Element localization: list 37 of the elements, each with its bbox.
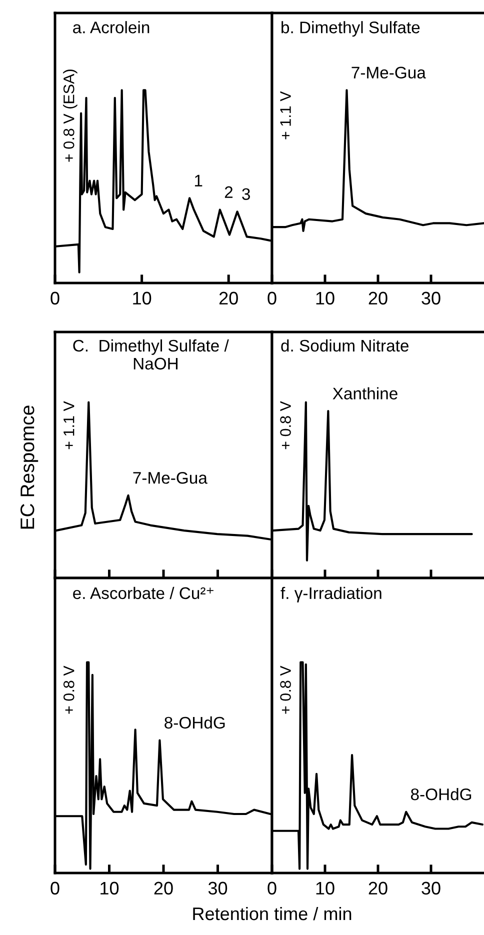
x-tick-label: 20 <box>368 882 388 895</box>
x-tick-label: 0 <box>268 882 276 895</box>
chart-title: a. Acrolein <box>73 21 150 34</box>
annotation: Xanthine <box>332 387 398 400</box>
x-tick-label: 0 <box>268 292 276 305</box>
annotation: + 1.1 V <box>280 91 291 140</box>
x-tick-label: 30 <box>422 292 440 305</box>
x-axis-title: Retention time / min <box>193 906 352 920</box>
annotation: + 0.8 V <box>63 666 74 714</box>
annotation: + 0.8 V <box>280 401 291 450</box>
x-tick-label: 10 <box>100 882 119 895</box>
x-tick-label: 30 <box>208 882 228 895</box>
chart-title: C. Dimethyl Sulfate / NaOH <box>73 339 229 370</box>
chart-title: e. Ascorbate / Cu²⁺ <box>73 586 214 600</box>
y-axis-title: EC Respomce <box>20 406 38 529</box>
x-tick-label: 20 <box>219 292 238 305</box>
annotation: 2 <box>224 186 233 198</box>
x-tick-label: 20 <box>368 292 388 305</box>
x-tick-label: 10 <box>316 292 334 305</box>
annotation: 7-Me-Gua <box>133 472 208 484</box>
annotation: 8-OHdG <box>164 716 225 729</box>
x-tick-label: 0 <box>50 292 60 305</box>
x-tick-label: 0 <box>50 882 60 895</box>
annotation: 1 <box>194 174 202 186</box>
x-tick-label: 10 <box>133 292 152 305</box>
annotation: 3 <box>242 188 250 200</box>
annotation: 7-Me-Gua <box>352 66 426 79</box>
x-tick-label: 30 <box>422 882 440 895</box>
x-tick-label: 20 <box>154 882 173 895</box>
chart-title: d. Sodium Nitrate <box>281 339 408 352</box>
annotation: + 0.8 V (ESA) <box>63 70 78 162</box>
chart-title: f. γ-Irradiation <box>280 586 382 602</box>
x-tick-label: 10 <box>316 882 334 895</box>
chart-title: b. Dimethyl Sulfate <box>282 21 420 37</box>
annotation: + 0.8 V <box>280 666 291 714</box>
annotation: + 1.1 V <box>64 401 74 450</box>
annotation: 8-OHdG <box>410 788 472 800</box>
